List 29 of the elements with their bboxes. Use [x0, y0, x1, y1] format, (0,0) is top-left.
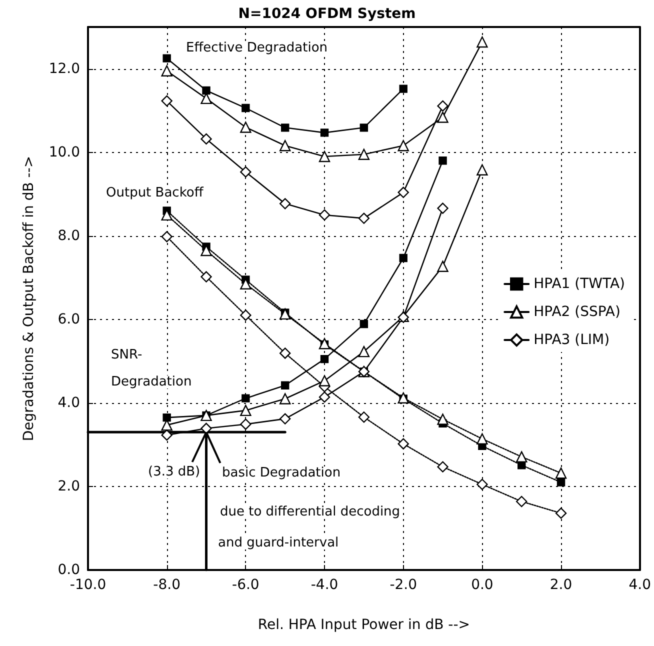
y-tick-label: 10.0: [48, 144, 80, 160]
x-axis-title: Rel. HPA Input Power in dB -->: [258, 617, 470, 633]
legend-label: HPA1 (TWTA): [534, 276, 626, 292]
y-tick-label: 8.0: [58, 228, 80, 244]
y-axis-title: Degradations & Output Backoff in dB -->: [21, 156, 37, 442]
legend-label: HPA2 (SSPA): [534, 304, 620, 320]
x-tick-label: -10.0: [70, 577, 106, 593]
annotation: (3.3 dB): [148, 464, 200, 480]
x-tick-label: 2.0: [550, 577, 572, 593]
y-tick-label: 0.0: [58, 562, 80, 578]
x-tick-label: -2.0: [390, 577, 418, 593]
x-tick-label: 4.0: [628, 577, 651, 593]
legend-label: HPA3 (LIM): [534, 332, 610, 348]
annotation: and guard-interval: [218, 536, 339, 550]
x-tick-label: 0.0: [471, 577, 494, 593]
y-tick-label: 4.0: [58, 394, 80, 411]
x-tick-label: -6.0: [232, 577, 260, 593]
x-tick-label: -4.0: [310, 577, 338, 593]
annotation: Degradation: [111, 374, 192, 390]
annotation: Output Backoff: [106, 186, 204, 200]
y-tick-label: 2.0: [58, 478, 80, 494]
annotation: due to differential decoding: [220, 504, 400, 520]
annotation: Effective Degradation: [186, 40, 328, 56]
x-tick-label: -8.0: [153, 577, 180, 593]
y-tick-label: 6.0: [58, 311, 80, 328]
annotation: SNR-: [111, 348, 142, 362]
annotation: basic Degradation: [222, 466, 341, 480]
chart-title: N=1024 OFDM System: [238, 6, 416, 22]
y-tick-label: 12.0: [48, 60, 80, 77]
